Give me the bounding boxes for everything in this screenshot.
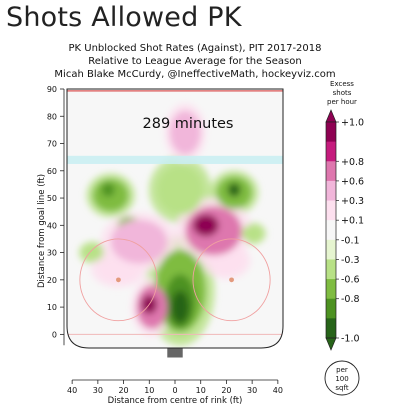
y-tick-label: 80 <box>47 112 57 121</box>
colorbar-swatch <box>326 141 336 162</box>
y-tick-label: 10 <box>47 303 57 312</box>
unit-badge: per 100 sqft <box>324 360 360 396</box>
faceoff-dot <box>229 277 234 283</box>
colorbar-label: +1.0 <box>341 118 364 129</box>
x-tick-label: 0 <box>172 386 177 395</box>
cold-region <box>227 183 241 197</box>
colorbar-label: -0.6 <box>341 275 360 286</box>
colorbar-label: +0.1 <box>341 216 364 227</box>
colorbar-swatch <box>326 180 336 201</box>
y-tick-label: 90 <box>47 85 57 94</box>
y-tick-label: 20 <box>47 276 57 285</box>
x-tick-label: 10 <box>196 386 206 395</box>
colorbar-swatch <box>326 122 336 143</box>
hot-region <box>193 214 219 237</box>
colorbar-swatch <box>326 239 336 260</box>
colorbar-swatch <box>326 279 336 300</box>
heatmap-regions <box>67 90 283 346</box>
x-tick-label: 30 <box>93 386 103 395</box>
y-tick-label: 60 <box>47 167 57 176</box>
hot-region <box>110 219 168 264</box>
colorbar-label: -0.8 <box>341 294 360 305</box>
x-tick-label: 10 <box>144 386 154 395</box>
chart-title: PK Unblocked Shot Rates (Against), PIT 2… <box>0 42 390 81</box>
colorbar-frame <box>325 121 337 339</box>
cold-region <box>157 165 204 215</box>
y-tick-label: 70 <box>47 140 57 149</box>
heat-blobs <box>78 103 267 346</box>
chart-title-line-3: Micah Blake McCurdy, @IneffectiveMath, h… <box>54 69 336 80</box>
colorbar-title-line-1: Excess <box>330 80 354 88</box>
x-tick-label: 40 <box>273 386 283 395</box>
colorbar-label: +0.6 <box>341 176 364 187</box>
goal-net <box>167 348 183 358</box>
faceoff-dot <box>116 277 121 283</box>
colorbar-min-arrow <box>325 337 337 351</box>
chart-title-line-2: Relative to League Average for the Seaso… <box>88 56 302 67</box>
annotation-minutes: 289 minutes <box>143 116 234 132</box>
hot-region <box>169 110 201 155</box>
hot-region <box>97 255 139 283</box>
x-tick-label: 40 <box>67 386 77 395</box>
y-tick-label: 30 <box>47 249 57 258</box>
colorbar-swatch <box>326 318 336 339</box>
y-axis-label: Distance from goal line (ft) <box>37 174 47 288</box>
faceoff-circle <box>192 238 271 322</box>
colorbar-swatch <box>326 200 336 221</box>
colorbar-swatch <box>326 298 336 319</box>
colorbar-max-arrow <box>325 109 337 123</box>
y-tick-label: 40 <box>47 221 57 230</box>
x-tick-label: 30 <box>247 386 257 395</box>
colorbar-label: -0.3 <box>341 255 360 266</box>
colorbar-swatch <box>326 161 336 182</box>
x-tick-label: 20 <box>221 386 231 395</box>
y-tick-label: 0 <box>52 330 57 339</box>
rink-outline <box>66 88 284 349</box>
x-axis-label: Distance from centre of rink (ft) <box>108 396 243 406</box>
colorbar-label: +0.3 <box>341 196 364 207</box>
slide-title: Shots Allowed PK <box>6 2 242 33</box>
colorbar-title-line-3: per hour <box>327 98 357 106</box>
chart-title-line-1: PK Unblocked Shot Rates (Against), PIT 2… <box>68 43 322 54</box>
x-tick-label: 20 <box>118 386 128 395</box>
faceoff-circle <box>79 238 158 322</box>
cold-region <box>171 290 190 324</box>
unit-badge-line-3: sqft <box>335 384 348 392</box>
blue-line <box>67 155 283 164</box>
cold-region <box>101 183 115 197</box>
unit-badge-line-2: 100 <box>335 375 348 383</box>
colorbar-swatch <box>326 259 336 280</box>
cold-region <box>82 244 103 261</box>
colorbar-swatch <box>326 220 336 241</box>
y-tick-label: 50 <box>47 194 57 203</box>
unit-badge-line-1: per <box>336 366 348 374</box>
colorbar-label: -1.0 <box>341 334 360 345</box>
cold-region <box>241 225 263 242</box>
colorbar-title-line-2: shots <box>333 89 352 97</box>
colorbar-label: -0.1 <box>341 235 360 246</box>
colorbar-label: +0.8 <box>341 157 364 168</box>
